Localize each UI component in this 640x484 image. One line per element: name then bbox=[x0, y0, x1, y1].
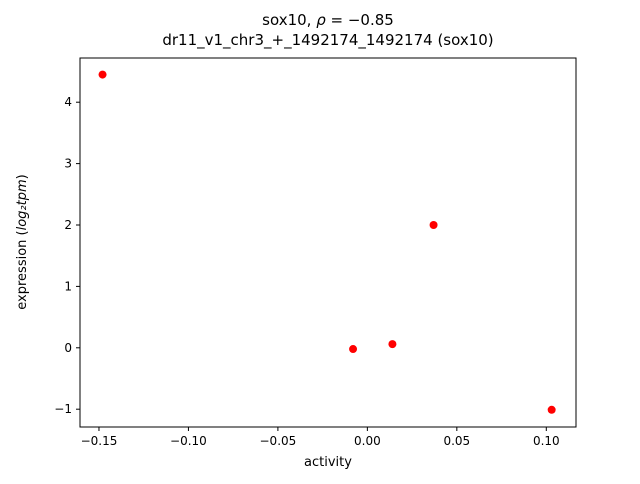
scatter-point bbox=[388, 340, 397, 349]
axes-frame bbox=[79, 57, 577, 428]
y-tick-label: 4 bbox=[64, 95, 72, 109]
y-axis-label-math: log₂tpm bbox=[15, 179, 30, 230]
title-gene-label: sox10, bbox=[262, 11, 316, 29]
plot-title-line1: sox10, ρ = −0.85 bbox=[262, 11, 394, 29]
x-tick-label: −0.15 bbox=[81, 434, 118, 448]
y-tick-label: 1 bbox=[64, 279, 72, 293]
y-axis-label: expression (log₂tpm) bbox=[15, 174, 30, 309]
scatter-point bbox=[547, 405, 556, 414]
title-rho-value: = −0.85 bbox=[326, 11, 394, 29]
y-tick-label: −1 bbox=[54, 402, 72, 416]
y-tick-label: 0 bbox=[64, 341, 72, 355]
y-axis-label-suffix: ) bbox=[15, 174, 30, 179]
scatter-point bbox=[98, 70, 107, 79]
x-tick-label: 0.05 bbox=[443, 434, 470, 448]
tick-layer: −0.15 −0.10 −0.05 0.00 0.05 0.10 −1 0 1 2 3 4 bbox=[54, 95, 559, 448]
y-axis-label-prefix: expression ( bbox=[15, 230, 30, 309]
scatter-points-layer bbox=[98, 70, 556, 414]
x-tick-label: −0.10 bbox=[170, 434, 207, 448]
plot-title-line2: dr11_v1_chr3_+_1492174_1492174 (sox10) bbox=[162, 31, 493, 50]
y-tick-label: 2 bbox=[64, 218, 72, 232]
scatter-point bbox=[429, 221, 438, 230]
x-tick-label: 0.00 bbox=[354, 434, 381, 448]
x-tick-label: 0.10 bbox=[533, 434, 560, 448]
y-tick-label: 3 bbox=[64, 157, 72, 171]
x-tick-label: −0.05 bbox=[260, 434, 297, 448]
title-rho-symbol: ρ bbox=[316, 11, 326, 29]
x-axis-label: activity bbox=[304, 455, 352, 470]
scatter-point bbox=[349, 345, 358, 354]
